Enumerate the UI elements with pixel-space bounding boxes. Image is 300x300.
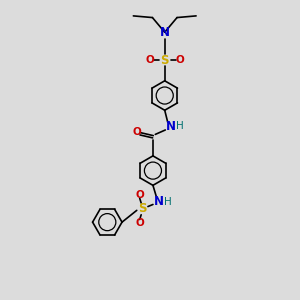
Text: O: O <box>176 55 184 65</box>
Text: H: H <box>176 122 184 131</box>
Text: O: O <box>145 55 154 65</box>
Text: N: N <box>160 26 170 39</box>
Text: O: O <box>132 127 141 137</box>
Text: O: O <box>135 218 144 228</box>
Text: N: N <box>166 120 176 133</box>
Text: O: O <box>135 190 144 200</box>
Text: S: S <box>160 54 169 67</box>
Text: H: H <box>164 196 172 206</box>
Text: N: N <box>154 195 164 208</box>
Text: S: S <box>138 202 147 215</box>
